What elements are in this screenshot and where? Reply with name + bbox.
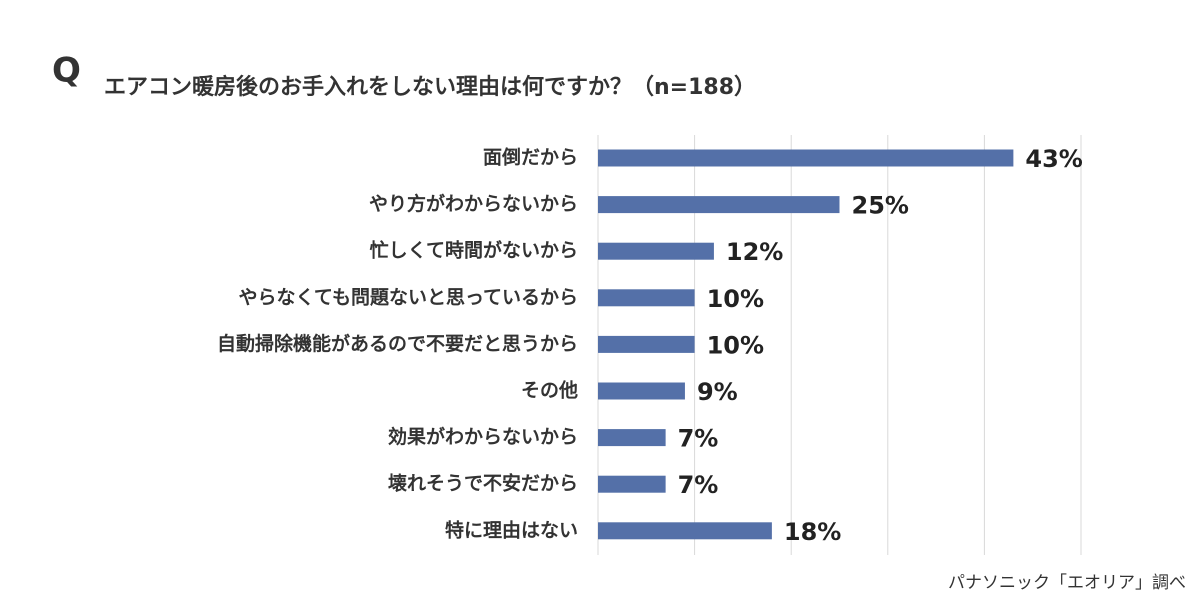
bar	[598, 335, 695, 353]
value-label: 43%	[1025, 145, 1082, 173]
bar	[598, 522, 772, 540]
value-label: 12%	[726, 238, 783, 266]
value-label: 9%	[697, 378, 738, 406]
category-label: 面倒だから	[483, 146, 578, 169]
bar	[598, 289, 695, 307]
value-label: 7%	[678, 471, 719, 499]
bar	[598, 196, 840, 214]
bar	[598, 382, 685, 400]
source: パナソニック「エオリア」調べ	[948, 573, 1186, 593]
category-label: 自動掃除機能があるので不要だと思うから	[217, 332, 578, 355]
category-label: 効果がわからないから	[388, 425, 578, 448]
value-label: 10%	[707, 331, 764, 359]
bar	[598, 149, 1014, 167]
category-label: その他	[521, 379, 578, 402]
bar	[598, 429, 666, 447]
category-label: やり方がわからないから	[369, 192, 578, 215]
value-label: 25%	[852, 192, 909, 220]
value-label: 18%	[784, 518, 841, 546]
bar	[598, 242, 714, 260]
question-label: Q	[52, 51, 81, 91]
category-label: 壊れそうで不安だから	[388, 472, 578, 495]
value-label: 10%	[707, 285, 764, 313]
chart-title: エアコン暖房後のお手入れをしない理由は何ですか？（n=188）	[104, 74, 756, 100]
value-label: 7%	[678, 425, 719, 453]
category-label: 忙しくて時間がないから	[370, 239, 578, 262]
category-label: 特に理由はない	[445, 518, 578, 541]
bar	[598, 475, 666, 493]
category-label: やらなくても問題ないと思っているから	[238, 286, 578, 308]
